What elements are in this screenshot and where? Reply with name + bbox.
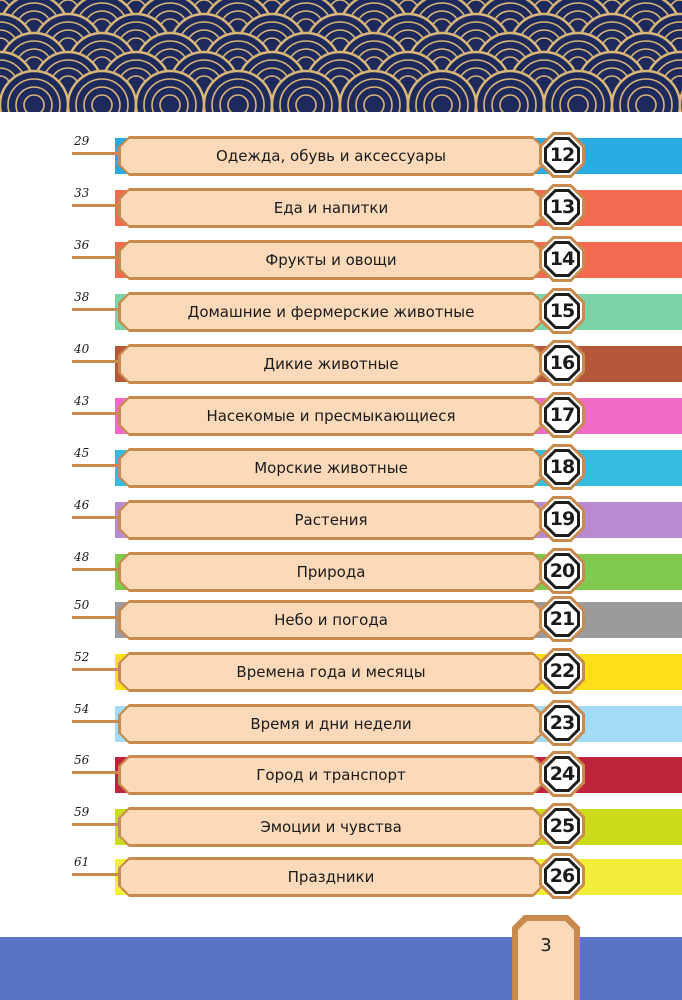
toc-row[interactable]: Природа 20 48 (0, 548, 682, 594)
header-scale-pattern (0, 0, 682, 112)
page-reference: 46 (74, 498, 90, 512)
chapter-number: 19 (547, 504, 577, 534)
toc-row[interactable]: Еда и напитки 13 33 (0, 184, 682, 230)
chapter-number: 13 (547, 192, 577, 222)
page-reference: 61 (74, 855, 90, 869)
page-ref-underline (72, 204, 120, 207)
page-reference: 45 (74, 446, 90, 460)
chapter-number: 23 (547, 708, 577, 738)
page-reference: 48 (74, 550, 90, 564)
page-reference: 36 (74, 238, 90, 252)
page-reference: 33 (74, 186, 90, 200)
toc-item-title: Домашние и фермерские животные (121, 295, 541, 329)
chapter-number: 20 (547, 556, 577, 586)
page-ref-underline (72, 464, 120, 467)
page-number-tab: 3 (512, 915, 580, 1000)
chapter-number: 18 (547, 452, 577, 482)
chapter-number: 24 (547, 759, 577, 789)
toc-item-title: Время и дни недели (121, 707, 541, 741)
toc-item-title: Небо и погода (121, 603, 541, 637)
page-number: 3 (540, 935, 552, 956)
page-ref-underline (72, 412, 120, 415)
page-reference: 40 (74, 342, 90, 356)
toc-item-title: Дикие животные (121, 347, 541, 381)
page-reference: 59 (74, 805, 90, 819)
page-ref-underline (72, 668, 120, 671)
page-ref-underline (72, 256, 120, 259)
toc-item-title: Еда и напитки (121, 191, 541, 225)
page-reference: 54 (74, 702, 90, 716)
page-ref-underline (72, 771, 120, 774)
page-reference: 38 (74, 290, 90, 304)
toc-row[interactable]: Город и транспорт 24 56 (0, 751, 682, 797)
toc-item-title: Природа (121, 555, 541, 589)
page-ref-underline (72, 568, 120, 571)
page-reference: 50 (74, 598, 90, 612)
page-ref-underline (72, 516, 120, 519)
chapter-number: 22 (547, 656, 577, 686)
page-reference: 52 (74, 650, 90, 664)
page-ref-underline (72, 308, 120, 311)
toc-row[interactable]: Морские животные 18 45 (0, 444, 682, 490)
toc-item-title: Насекомые и пресмыкающиеся (121, 399, 541, 433)
toc-item-title: Времена года и месяцы (121, 655, 541, 689)
page-ref-underline (72, 720, 120, 723)
page-ref-underline (72, 152, 120, 155)
chapter-number-badge: 20 (539, 548, 585, 594)
toc-row[interactable]: Эмоции и чувства 25 59 (0, 803, 682, 849)
toc-row[interactable]: Насекомые и пресмыкающиеся 17 43 (0, 392, 682, 438)
chapter-number-badge: 15 (539, 288, 585, 334)
chapter-number-badge: 18 (539, 444, 585, 490)
chapter-number: 21 (547, 604, 577, 634)
chapter-number-badge: 13 (539, 184, 585, 230)
toc-row[interactable]: Фрукты и овощи 14 36 (0, 236, 682, 282)
chapter-number: 15 (547, 296, 577, 326)
page-reference: 56 (74, 753, 90, 767)
chapter-number-badge: 12 (539, 132, 585, 178)
toc-item-title: Растения (121, 503, 541, 537)
toc-item-title: Город и транспорт (121, 758, 541, 792)
toc-row[interactable]: Праздники 26 61 (0, 853, 682, 899)
chapter-number-badge: 26 (539, 853, 585, 899)
toc-row[interactable]: Растения 19 46 (0, 496, 682, 542)
chapter-number: 12 (547, 140, 577, 170)
page-ref-underline (72, 823, 120, 826)
toc-row[interactable]: Домашние и фермерские животные 15 38 (0, 288, 682, 334)
chapter-number-badge: 22 (539, 648, 585, 694)
toc-item-title: Морские животные (121, 451, 541, 485)
toc-row[interactable]: Времена года и месяцы 22 52 (0, 648, 682, 694)
toc-row[interactable]: Небо и погода 21 50 (0, 596, 682, 642)
toc-item-title: Эмоции и чувства (121, 810, 541, 844)
chapter-number-badge: 23 (539, 700, 585, 746)
toc-row[interactable]: Одежда, обувь и аксессуары 12 29 (0, 132, 682, 178)
chapter-number: 17 (547, 400, 577, 430)
chapter-number: 26 (547, 861, 577, 891)
chapter-number-badge: 25 (539, 803, 585, 849)
chapter-number-badge: 24 (539, 751, 585, 797)
chapter-number-badge: 21 (539, 596, 585, 642)
page-ref-underline (72, 616, 120, 619)
toc-row[interactable]: Дикие животные 16 40 (0, 340, 682, 386)
page-reference: 29 (74, 134, 90, 148)
chapter-number: 16 (547, 348, 577, 378)
page-ref-underline (72, 873, 120, 876)
chapter-number: 25 (547, 811, 577, 841)
chapter-number: 14 (547, 244, 577, 274)
chapter-number-badge: 14 (539, 236, 585, 282)
toc-item-title: Фрукты и овощи (121, 243, 541, 277)
toc-item-title: Одежда, обувь и аксессуары (121, 139, 541, 173)
toc-item-title: Праздники (121, 860, 541, 894)
toc-row[interactable]: Время и дни недели 23 54 (0, 700, 682, 746)
page-reference: 43 (74, 394, 90, 408)
chapter-number-badge: 19 (539, 496, 585, 542)
chapter-number-badge: 17 (539, 392, 585, 438)
page-ref-underline (72, 360, 120, 363)
chapter-number-badge: 16 (539, 340, 585, 386)
